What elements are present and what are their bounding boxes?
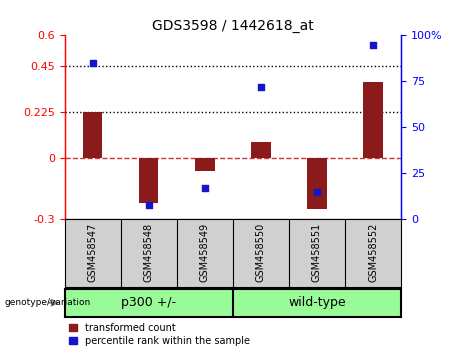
Text: p300 +/-: p300 +/- — [121, 296, 176, 309]
Text: GSM458550: GSM458550 — [256, 223, 266, 282]
Text: GSM458547: GSM458547 — [88, 223, 98, 282]
Text: GSM458548: GSM458548 — [144, 223, 154, 282]
Bar — [307, 158, 327, 209]
Bar — [363, 82, 383, 158]
Text: genotype/variation: genotype/variation — [5, 298, 91, 307]
Bar — [83, 112, 102, 158]
Bar — [195, 158, 214, 171]
Text: GSM458552: GSM458552 — [368, 223, 378, 282]
Point — [369, 42, 377, 47]
Point — [89, 60, 96, 66]
Bar — [251, 142, 271, 158]
Point — [313, 189, 321, 195]
Title: GDS3598 / 1442618_at: GDS3598 / 1442618_at — [152, 19, 313, 33]
Text: GSM458549: GSM458549 — [200, 223, 210, 282]
Point — [257, 84, 265, 90]
Point — [145, 202, 152, 207]
Bar — [139, 158, 159, 203]
Text: wild-type: wild-type — [288, 296, 346, 309]
Legend: transformed count, percentile rank within the sample: transformed count, percentile rank withi… — [70, 323, 250, 346]
Point — [201, 185, 208, 191]
Text: GSM458551: GSM458551 — [312, 223, 322, 282]
